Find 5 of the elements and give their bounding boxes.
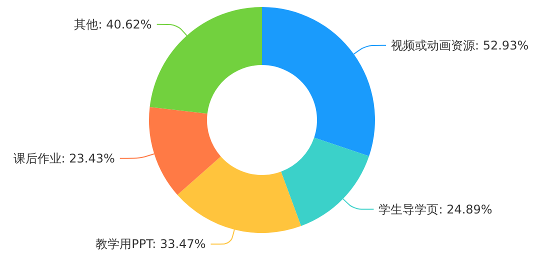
slice-label: 教学用PPT: 33.47% [96,237,206,252]
slice-label: 视频或动画资源: 52.93% [390,38,529,52]
slice-label: 其他: 40.62% [74,17,152,32]
slice-label: 学生导学页: 24.89% [378,202,492,216]
slice-label: 课后作业: 23.43% [13,151,115,166]
